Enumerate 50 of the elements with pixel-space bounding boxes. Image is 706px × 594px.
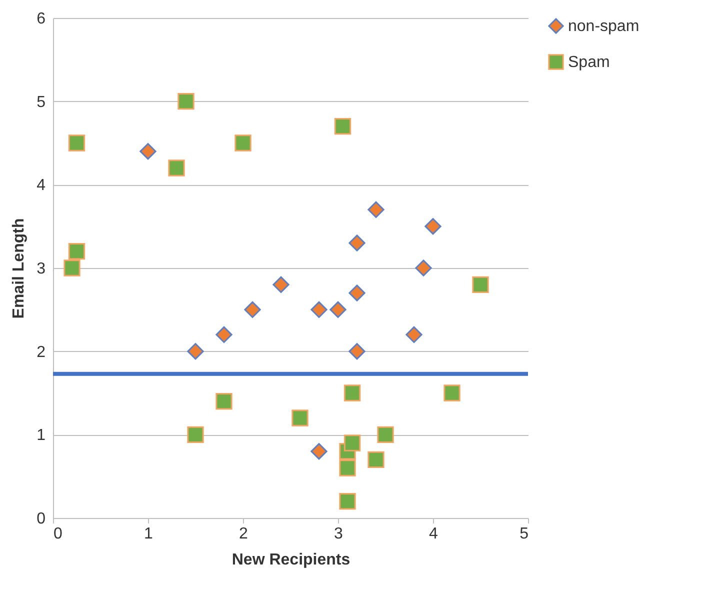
x-tick-label: 1 xyxy=(144,526,154,542)
x-tick-label: 2 xyxy=(239,526,248,542)
y-axis-title: Email Length xyxy=(10,218,28,319)
point xyxy=(415,260,432,276)
point xyxy=(344,384,361,402)
point xyxy=(216,393,232,410)
y-tick-label: 5 xyxy=(36,94,46,111)
point xyxy=(178,93,194,110)
point xyxy=(68,134,86,152)
legend-label: non-spam xyxy=(568,18,640,35)
point xyxy=(339,493,356,510)
point xyxy=(330,301,346,318)
point xyxy=(187,426,204,443)
x-tick-label: 4 xyxy=(429,526,438,542)
point xyxy=(244,301,261,318)
point xyxy=(348,234,366,252)
point xyxy=(216,326,232,343)
y-tick-label: 4 xyxy=(36,177,46,194)
x-tick-label: 3 xyxy=(334,526,344,542)
point xyxy=(377,426,394,443)
point xyxy=(310,443,328,460)
point xyxy=(344,434,361,452)
point xyxy=(368,451,384,468)
y-tick-label: 1 xyxy=(36,427,46,444)
point xyxy=(334,118,352,135)
point xyxy=(310,301,328,318)
point xyxy=(140,143,156,160)
point xyxy=(68,243,86,260)
y-tick-label: 2 xyxy=(36,344,46,361)
y-tick-label: 6 xyxy=(36,10,46,28)
point xyxy=(348,343,366,360)
point xyxy=(339,460,356,476)
point xyxy=(187,343,204,360)
point xyxy=(292,410,308,426)
y-tick-label: 0 xyxy=(36,510,46,528)
x-tick-label: 5 xyxy=(520,526,529,542)
point xyxy=(348,284,366,302)
point xyxy=(234,134,252,152)
point xyxy=(444,384,460,402)
point xyxy=(272,276,290,293)
point xyxy=(406,326,422,343)
point xyxy=(424,218,442,235)
point xyxy=(472,276,489,293)
x-axis-title: New Recipients xyxy=(232,552,350,568)
x-tick-label: 0 xyxy=(54,526,62,542)
point xyxy=(168,160,185,176)
point xyxy=(64,260,80,276)
y-tick-label: 3 xyxy=(36,260,46,278)
point xyxy=(368,201,384,218)
legend-label: Spam xyxy=(568,54,610,71)
